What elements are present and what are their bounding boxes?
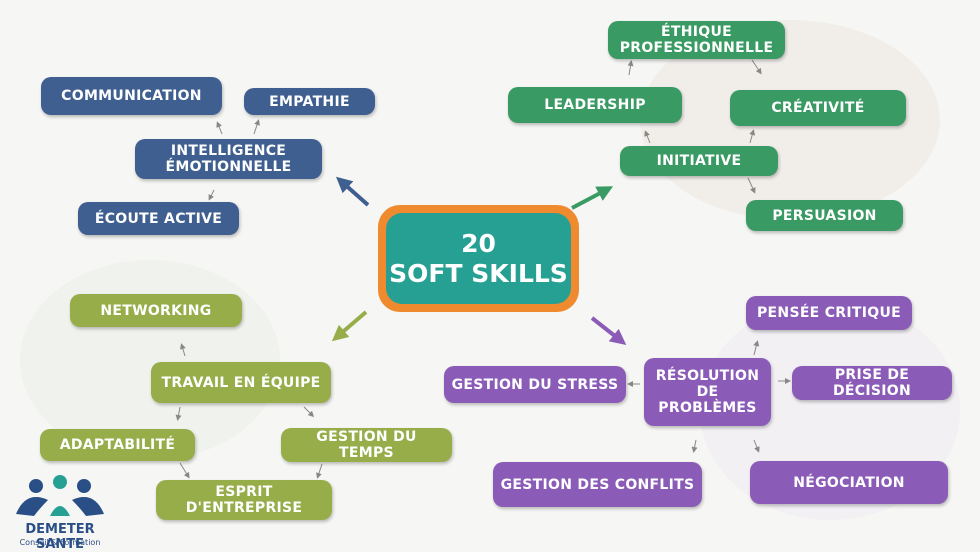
small-arrow [303, 406, 315, 418]
node-leadership: LEADERSHIP [508, 87, 682, 123]
node-empathie: EMPATHIE [244, 88, 375, 115]
small-arrow [179, 343, 186, 357]
node-initiative: INITIATIVE [620, 146, 778, 176]
node-travail-en-equipe: TRAVAIL EN ÉQUIPE [151, 362, 331, 403]
small-arrow [627, 60, 634, 76]
node-ethique-professionnelle: ÉTHIQUE PROFESSIONNELLE [608, 21, 785, 59]
node-gestion-des-conflits: GESTION DES CONFLITS [493, 462, 702, 507]
central-topic-number: 20 [461, 228, 496, 258]
main-arrow-green [571, 186, 614, 210]
node-adaptabilite: ADAPTABILITÉ [40, 429, 195, 461]
central-topic-title: SOFT SKILLS [389, 258, 568, 288]
node-prise-de-decision: PRISE DE DÉCISION [792, 366, 952, 400]
logo-name: DEMETER SANTE [25, 522, 95, 552]
small-arrow [216, 121, 223, 135]
small-arrow [691, 439, 698, 453]
node-negociation: NÉGOCIATION [750, 461, 948, 504]
node-pensee-critique: PENSÉE CRITIQUE [746, 296, 912, 330]
small-arrow [253, 119, 260, 135]
node-persuasion: PERSUASION [746, 200, 903, 231]
small-arrow [749, 129, 756, 144]
small-arrow [751, 59, 762, 75]
main-arrow-purple [590, 316, 627, 345]
node-resolution-de-problemes: RÉSOLUTION DE PROBLÈMES [644, 358, 771, 426]
small-arrow [179, 462, 190, 479]
small-arrow [208, 189, 215, 201]
node-creativite: CRÉATIVITÉ [730, 90, 906, 126]
logo-tagline: Conseil & Formation [19, 538, 101, 547]
node-intelligence-emotionnelle: INTELLIGENCE ÉMOTIONNELLE [135, 139, 322, 179]
small-arrow [753, 439, 760, 453]
small-arrow [175, 406, 182, 421]
node-networking: NETWORKING [70, 294, 242, 327]
main-arrow-blue [336, 176, 370, 207]
background-blob [20, 260, 280, 460]
logo-figures-icon [16, 475, 104, 516]
node-gestion-du-stress: GESTION DU STRESS [444, 366, 626, 403]
small-arrow [753, 340, 760, 356]
company-logo: DEMETER SANTE Conseil & Formation [4, 470, 116, 552]
node-ecoute-active: ÉCOUTE ACTIVE [78, 202, 239, 235]
small-arrow [644, 130, 651, 144]
node-communication: COMMUNICATION [41, 77, 222, 115]
small-arrow [747, 177, 756, 194]
small-arrow [316, 463, 323, 479]
central-topic: 20 SOFT SKILLS [378, 205, 579, 312]
node-esprit-d-entreprise: ESPRIT D'ENTREPRISE [156, 480, 332, 520]
main-arrow-olive [331, 310, 368, 342]
node-gestion-du-temps: GESTION DU TEMPS [281, 428, 452, 462]
